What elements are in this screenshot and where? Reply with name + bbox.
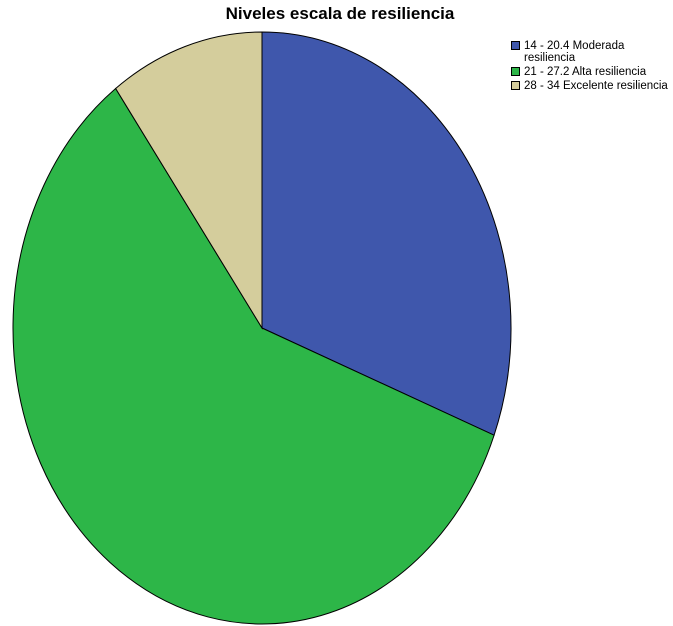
- pie-slice-moderada: [261, 31, 512, 436]
- legend-label-excelente: 28 - 34 Excelente resiliencia: [524, 80, 668, 92]
- legend-item-alta: 21 - 27.2 Alta resiliencia: [511, 66, 673, 78]
- legend-item-moderada: 14 - 20.4 Moderada resiliencia: [511, 40, 673, 64]
- pie-slice-alta: [12, 87, 495, 625]
- legend-item-excelente: 28 - 34 Excelente resiliencia: [511, 80, 673, 92]
- legend: 14 - 20.4 Moderada resiliencia 21 - 27.2…: [511, 40, 673, 94]
- legend-swatch-alta: [511, 67, 520, 76]
- legend-label-alta: 21 - 27.2 Alta resiliencia: [524, 66, 647, 78]
- legend-swatch-moderada: [511, 41, 520, 50]
- chart-title: Niveles escala de resiliencia: [225, 4, 455, 23]
- pie-slice-excelente: [114, 31, 263, 330]
- legend-swatch-excelente: [511, 81, 520, 90]
- legend-label-moderada: 14 - 20.4 Moderada resiliencia: [524, 40, 625, 64]
